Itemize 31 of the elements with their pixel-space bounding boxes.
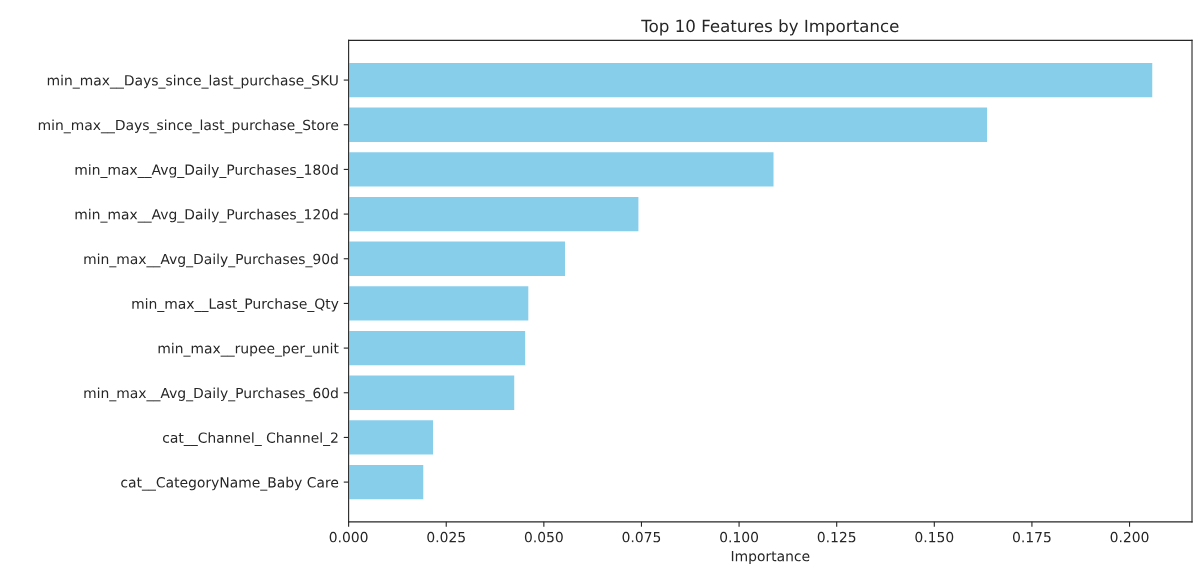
- y-tick-label: min_max__Avg_Daily_Purchases_60d: [84, 387, 338, 402]
- chart-title: Top 10 Features by Importance: [641, 19, 899, 36]
- y-tick-label: min_max__Avg_Daily_Purchases_120d: [75, 208, 338, 223]
- bar: [348, 61, 1154, 99]
- bar: [348, 106, 989, 144]
- y-tick-label: min_max__rupee_per_unit: [158, 342, 339, 357]
- y-tick-label: cat__Channel_ Channel_2: [163, 432, 338, 446]
- x-tick-label: 0.200: [1110, 531, 1149, 543]
- x-axis-title: Importance: [731, 551, 810, 565]
- y-tick-label: min_max__Days_since_last_purchase_Store: [38, 119, 339, 134]
- bar: [348, 463, 425, 501]
- bar: [348, 150, 775, 188]
- x-tick-label: 0.150: [915, 531, 954, 543]
- y-tick-label: min_max__Days_since_last_purchase_SKU: [47, 74, 338, 89]
- x-tick-label: 0.175: [1012, 531, 1051, 543]
- y-tick-label: min_max__Last_Purchase_Qty: [132, 298, 339, 312]
- bar: [348, 374, 516, 412]
- x-tick-label: 0.100: [720, 531, 759, 543]
- bar: [348, 240, 567, 278]
- y-tick-label: cat__CategoryName_Baby Care: [121, 476, 339, 491]
- bar: [348, 195, 640, 233]
- bar: [348, 418, 435, 456]
- x-tick-label: 0.125: [817, 531, 856, 543]
- bar: [348, 284, 530, 322]
- x-tick-label: 0.050: [524, 531, 563, 543]
- x-tick-label: 0.075: [622, 531, 661, 543]
- y-tick-label: min_max__Avg_Daily_Purchases_90d: [84, 253, 338, 268]
- x-tick-label: 0.025: [427, 531, 465, 543]
- bar: [348, 329, 527, 367]
- x-tick-label: 0.000: [329, 531, 368, 543]
- y-tick-label: min_max__Avg_Daily_Purchases_180d: [75, 164, 338, 178]
